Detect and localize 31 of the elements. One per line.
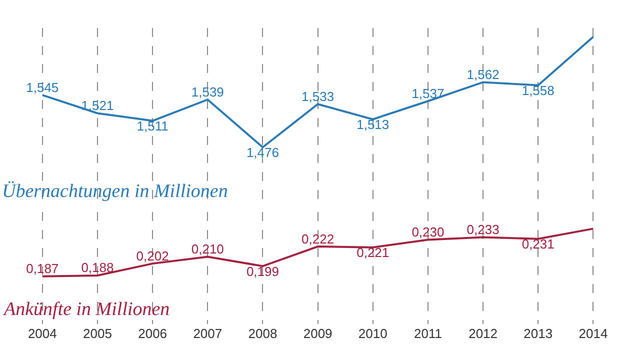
x-tick-label: 2007	[193, 326, 222, 341]
x-tick-label: 2012	[468, 326, 498, 341]
x-tick-label: 2011	[414, 326, 442, 341]
data-label: 0,230	[412, 224, 444, 240]
data-label: 0,199	[246, 264, 280, 279]
x-tick-label: 2009	[303, 326, 332, 341]
data-label: 0,188	[81, 260, 114, 276]
data-label: 0,210	[191, 242, 224, 257]
series-label: Ankünfte in Millionen	[2, 299, 170, 320]
text: Übernachtungen in Millionen	[2, 181, 228, 202]
x-tick-label: 2010	[358, 326, 388, 341]
data-label: 0,221	[356, 245, 390, 260]
x-tick-label: 2008	[248, 326, 278, 341]
data-label: 1,476	[246, 145, 280, 160]
data-label: 1,539	[191, 84, 224, 100]
data-label: 1,513	[356, 117, 390, 132]
data-label: 0,187	[26, 261, 59, 276]
x-tick-label: 2006	[138, 326, 168, 341]
data-label: 0,233	[466, 222, 500, 237]
x-tick-label: 2014	[578, 326, 608, 341]
data-label: 0,222	[302, 231, 334, 246]
x-tick-label: 2005	[83, 326, 112, 341]
data-label: 1,558	[522, 82, 554, 98]
x-tick-label: 2004	[28, 326, 57, 341]
data-label: 0,231	[522, 236, 554, 252]
data-label: 1,562	[466, 66, 500, 82]
x-tick-label: 2013	[524, 326, 553, 341]
data-label: 1,537	[412, 86, 444, 101]
data-label: 1,511	[136, 118, 168, 134]
data-label: 0,202	[136, 248, 169, 264]
data-label: 1,533	[302, 88, 334, 104]
